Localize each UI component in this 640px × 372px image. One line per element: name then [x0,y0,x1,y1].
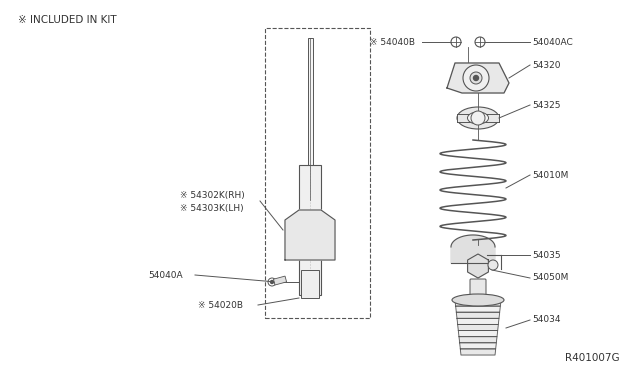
Bar [457,114,499,122]
Text: ※ 54302K(RH): ※ 54302K(RH) [180,190,244,199]
Polygon shape [458,331,498,337]
Text: ※ INCLUDED IN KIT: ※ INCLUDED IN KIT [18,15,116,25]
Polygon shape [457,318,499,324]
FancyBboxPatch shape [470,279,486,301]
Text: 54050M: 54050M [532,273,568,282]
Text: ※ 54020B: ※ 54020B [198,301,243,310]
Ellipse shape [467,112,488,124]
Polygon shape [456,312,500,318]
Circle shape [471,111,485,125]
Text: 54034: 54034 [532,315,561,324]
Text: 54010M: 54010M [532,170,568,180]
Circle shape [271,280,273,283]
Circle shape [474,76,479,80]
Text: 54035: 54035 [532,250,561,260]
Polygon shape [459,337,497,343]
Ellipse shape [457,107,499,129]
Polygon shape [455,300,501,306]
Text: ※ 54040B: ※ 54040B [370,38,415,46]
Text: 54040A: 54040A [148,270,182,279]
Bar [273,276,287,285]
Bar [265,28,370,318]
Text: 54040AC: 54040AC [532,38,573,46]
Circle shape [488,260,498,270]
Polygon shape [285,210,335,260]
FancyBboxPatch shape [307,38,312,200]
Polygon shape [460,343,497,349]
Polygon shape [460,349,495,355]
Text: R401007G: R401007G [565,353,620,363]
Circle shape [463,65,489,91]
Text: ※ 54303K(LH): ※ 54303K(LH) [180,203,244,212]
Circle shape [470,72,482,84]
Polygon shape [458,324,499,331]
Polygon shape [468,254,488,278]
Polygon shape [447,63,509,93]
Polygon shape [451,235,495,263]
FancyBboxPatch shape [299,165,321,295]
Text: 54325: 54325 [532,100,561,109]
Ellipse shape [452,294,504,306]
Polygon shape [456,306,500,312]
FancyBboxPatch shape [301,270,319,298]
Text: 54320: 54320 [532,61,561,70]
